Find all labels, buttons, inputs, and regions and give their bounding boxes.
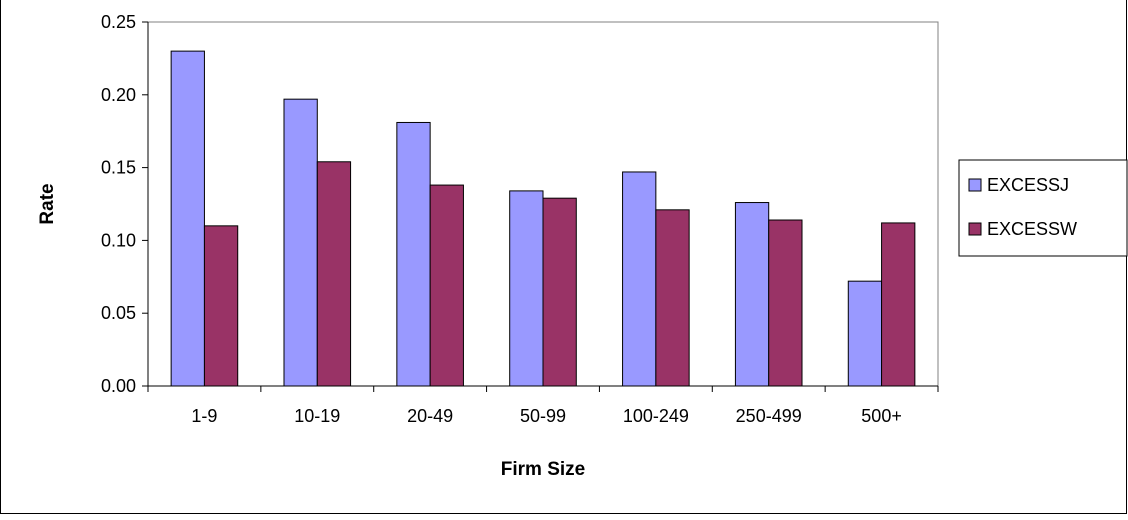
- bar-excessw-250-499: [768, 219, 803, 387]
- x-axis: 1-9 10-19 20-49 50-99 100-249 250-499 500+: [147, 385, 939, 426]
- x-tick-label: 500+: [861, 406, 902, 426]
- bar-excessw-20-49: [429, 184, 464, 387]
- y-tick-label: 0.05: [101, 303, 136, 323]
- x-tick-label: 50-99: [520, 406, 566, 426]
- legend-box: [958, 159, 1128, 257]
- x-axis-title: Firm Size: [501, 459, 585, 480]
- bar-excessj-20-49: [396, 121, 431, 387]
- x-tick-label: 10-19: [294, 406, 340, 426]
- y-tick-label: 0.20: [101, 85, 136, 105]
- y-tick-label: 0.10: [101, 230, 136, 250]
- y-tick-label: 0.25: [101, 12, 136, 32]
- legend: EXCESSJ EXCESSW: [958, 159, 1128, 257]
- bar-excessw-100-249: [655, 209, 690, 387]
- x-tick-label: 1-9: [191, 406, 217, 426]
- legend-label: EXCESSJ: [987, 175, 1069, 195]
- legend-swatch: [968, 178, 982, 192]
- legend-label: EXCESSW: [987, 219, 1077, 239]
- bar-excessw-1-9: [203, 225, 239, 387]
- bar-excessj-250-499: [734, 202, 770, 387]
- bars-group: [170, 50, 916, 387]
- y-tick-label: 0.00: [101, 376, 136, 396]
- y-axis-title: Rate: [37, 183, 58, 224]
- bar-excessj-1-9: [170, 50, 205, 387]
- bar-excessj-50-99: [509, 190, 544, 387]
- bar-excessj-500+: [847, 280, 883, 387]
- bar-excessj-100-249: [622, 171, 657, 387]
- bar-excessw-50-99: [542, 197, 577, 387]
- bar-excessj-10-19: [283, 98, 318, 387]
- x-tick-label: 250-499: [736, 406, 802, 426]
- y-axis: 0.00 0.05 0.10 0.15 0.20 0.25: [101, 12, 149, 396]
- x-tick-label: 100-249: [623, 406, 689, 426]
- y-tick-label: 0.15: [101, 158, 136, 178]
- legend-swatch: [968, 222, 982, 236]
- bar-excessw-500+: [881, 222, 916, 387]
- bar-excessw-10-19: [316, 161, 352, 387]
- x-tick-label: 20-49: [407, 406, 453, 426]
